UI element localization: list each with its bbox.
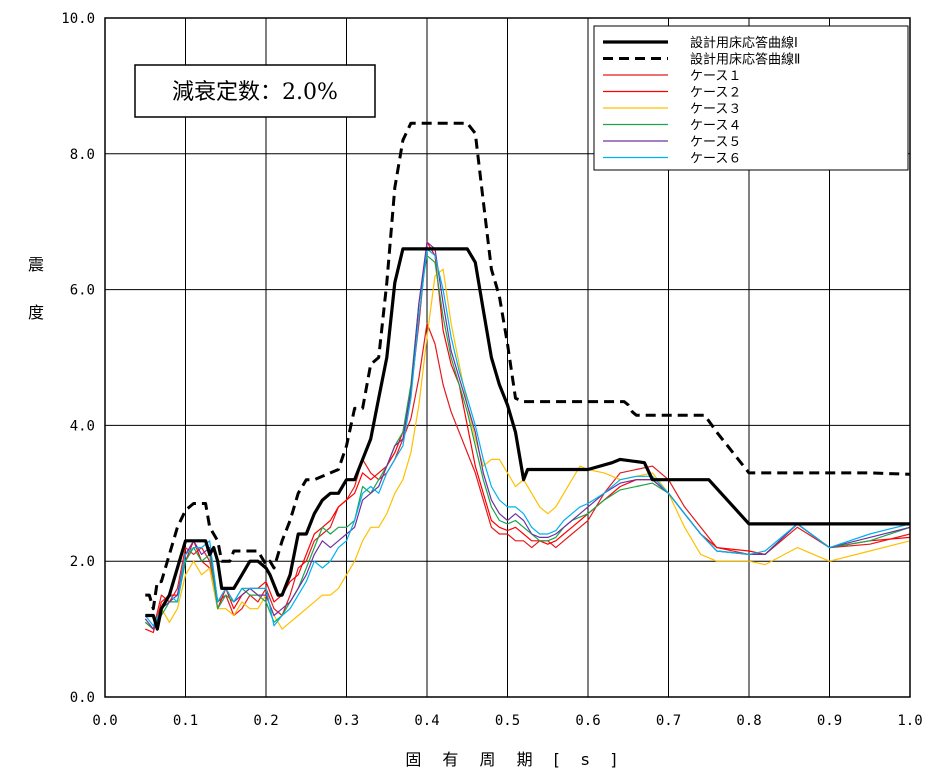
legend-label-5: ケース３ xyxy=(690,102,741,117)
x-tick-label: 0.8 xyxy=(736,713,761,729)
x-tick-label: 0.2 xyxy=(253,713,278,729)
plot-frame xyxy=(104,17,911,698)
y-tick-label: 10.0 xyxy=(61,11,95,27)
x-tick-label: 0.5 xyxy=(495,713,520,729)
x-axis-title: 固 有 周 期 [ s ] xyxy=(405,750,624,769)
annotation-text: 減衰定数：2.0% xyxy=(172,80,338,105)
y-tick-label: 8.0 xyxy=(70,147,95,163)
x-tick-label: 0.4 xyxy=(414,713,439,729)
x-tick-label: 0.9 xyxy=(817,713,842,729)
x-tick-label: 1.0 xyxy=(897,713,922,729)
series-line-3 xyxy=(144,322,911,630)
legend-label-6: ケース４ xyxy=(690,119,741,134)
series-line-5 xyxy=(144,268,911,630)
x-tick-label: 0.7 xyxy=(656,713,681,729)
series-line-4 xyxy=(145,241,911,634)
series-line-7 xyxy=(144,241,911,630)
legend-label-8: ケース６ xyxy=(690,152,741,167)
legend-label-7: ケース５ xyxy=(690,135,741,150)
y-axis-title-char-2: 度 xyxy=(28,303,52,322)
legend-label-1: 設計用床応答曲線Ⅰ xyxy=(690,35,798,51)
series-line-8 xyxy=(144,248,911,627)
x-tick-label: 0.0 xyxy=(92,713,117,729)
y-tick-label: 0.0 xyxy=(70,690,95,706)
series-line-2 xyxy=(145,121,911,611)
tick-labels: 0.0 0.1 0.2 0.3 0.4 0.5 0.6 0.7 0.8 0.9 1.0 0.0 2.0 4… xyxy=(61,11,922,729)
x-tick-label: 0.1 xyxy=(173,713,198,729)
annotation-box: 減衰定数：2.0% xyxy=(134,64,376,118)
y-axis-title-char-1: 震 xyxy=(28,255,52,274)
x-tick-label: 0.3 xyxy=(334,713,359,729)
y-tick-label: 4.0 xyxy=(70,418,95,434)
y-tick-label: 6.0 xyxy=(70,283,95,299)
legend-label-3: ケース１ xyxy=(690,69,741,84)
legend-label-4: ケース２ xyxy=(690,86,741,101)
legend-label-2: 設計用床応答曲線Ⅱ xyxy=(690,52,800,68)
series-layer xyxy=(144,121,911,634)
series-line-1 xyxy=(145,247,910,631)
y-tick-label: 2.0 xyxy=(70,554,95,570)
x-tick-label: 0.6 xyxy=(575,713,600,729)
series-line-6 xyxy=(144,255,911,630)
